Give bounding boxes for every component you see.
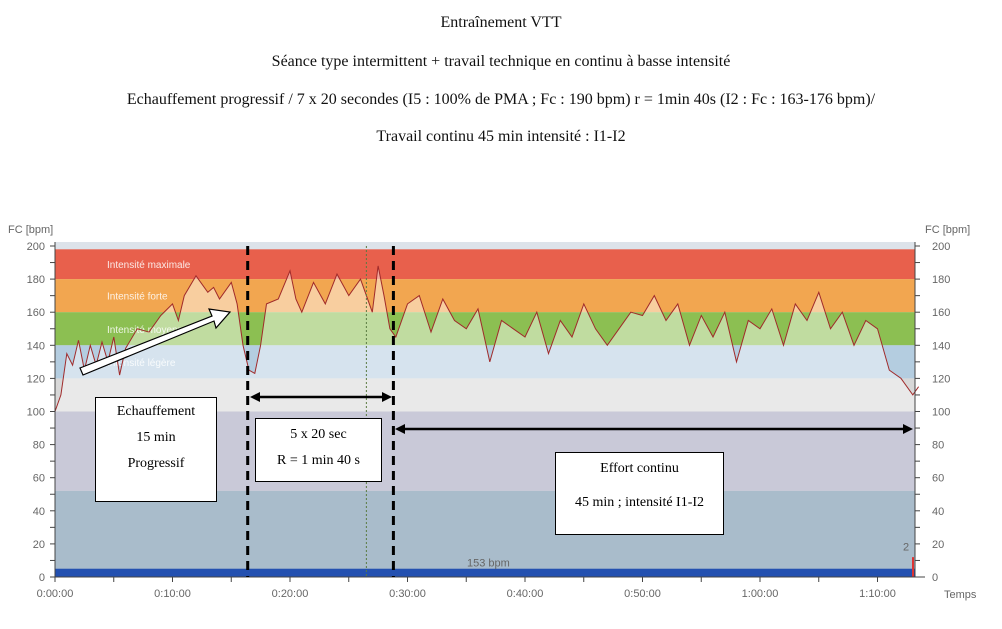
- intervals-arrow-head: [382, 392, 392, 402]
- y-tick-label: 160: [27, 307, 45, 319]
- y-tick-label: 200: [27, 241, 45, 253]
- y-tick-label: 20: [33, 539, 45, 551]
- intervals-box: 5 x 20 sec R = 1 min 40 s: [255, 418, 382, 482]
- continuous-arrow-head: [395, 424, 405, 434]
- y-tick-label: 20: [932, 539, 944, 551]
- y-tick-label: 80: [33, 440, 45, 452]
- x-tick-label: 0:40:00: [507, 588, 544, 600]
- x-tick-label: 0:10:00: [154, 588, 191, 600]
- y-tick-label: 140: [27, 340, 45, 352]
- progression-arrow: [79, 308, 232, 376]
- x-axis-label: Temps: [944, 589, 977, 601]
- zone-band: [55, 345, 915, 379]
- continuous-line: Effort continu: [600, 461, 679, 476]
- heart-rate-line: [54, 265, 920, 412]
- zone-band: [55, 279, 915, 313]
- y-axis-label-right: FC [bpm]: [925, 224, 970, 236]
- reference-label: 153 bpm: [467, 558, 510, 570]
- y-tick-label: 180: [932, 274, 950, 286]
- title: Entraînement VTT: [440, 14, 562, 31]
- y-tick-label: 160: [932, 307, 950, 319]
- x-tick-label: 0:50:00: [624, 588, 661, 600]
- y-tick-label: 100: [932, 407, 950, 419]
- y-tick-label: 60: [932, 473, 944, 485]
- continuous-line: 45 min ; intensité I1-I2: [574, 495, 705, 510]
- y-tick-label: 80: [932, 440, 944, 452]
- y-tick-label: 60: [33, 473, 45, 485]
- x-tick-label: 0:00:00: [37, 588, 74, 600]
- marker-label: 2: [903, 542, 909, 554]
- zone-label: Intensité moyenne: [107, 325, 189, 336]
- warmup-box: Echauffement 15 min Progressif: [95, 397, 217, 502]
- intervals-arrow-head: [250, 392, 260, 402]
- warmup-line: 15 min: [136, 430, 176, 445]
- continuous-description: Travail continu 45 min intensité : I1-I2: [376, 128, 626, 145]
- session-description: Echauffement progressif / 7 x 20 seconde…: [126, 91, 876, 108]
- y-tick-label: 120: [932, 373, 950, 385]
- y-tick-label: 0: [932, 572, 938, 584]
- y-tick-label: 200: [932, 241, 950, 253]
- x-tick-label: 1:10:00: [859, 588, 896, 600]
- reference-bar: [55, 568, 915, 577]
- y-tick-label: 140: [932, 340, 950, 352]
- y-tick-label: 0: [39, 572, 45, 584]
- y-axis-label-left: FC [bpm]: [8, 224, 53, 236]
- zone-label: Intensité légère: [107, 358, 176, 369]
- intervals-line: 5 x 20 sec: [290, 427, 347, 442]
- y-tick-label: 40: [932, 506, 944, 518]
- y-tick-label: 120: [27, 373, 45, 385]
- warmup-line: Echauffement: [116, 404, 196, 419]
- continuous-arrow-head: [903, 424, 913, 434]
- continuous-box: Effort continu 45 min ; intensité I1-I2: [555, 452, 724, 535]
- zone-label: Intensité forte: [107, 292, 168, 303]
- intervals-line: R = 1 min 40 s: [277, 453, 360, 468]
- base-zone-band: [55, 490, 915, 577]
- y-tick-label: 40: [33, 506, 45, 518]
- zone-label: Intensité maximale: [107, 260, 191, 271]
- y-tick-label: 180: [27, 274, 45, 286]
- zone-band: [55, 249, 915, 280]
- warmup-line: Progressif: [127, 456, 185, 471]
- y-tick-label: 100: [27, 407, 45, 419]
- x-tick-label: 1:00:00: [742, 588, 779, 600]
- x-tick-label: 0:20:00: [272, 588, 309, 600]
- subtitle: Séance type intermittent + travail techn…: [271, 53, 731, 70]
- x-tick-label: 0:30:00: [389, 588, 426, 600]
